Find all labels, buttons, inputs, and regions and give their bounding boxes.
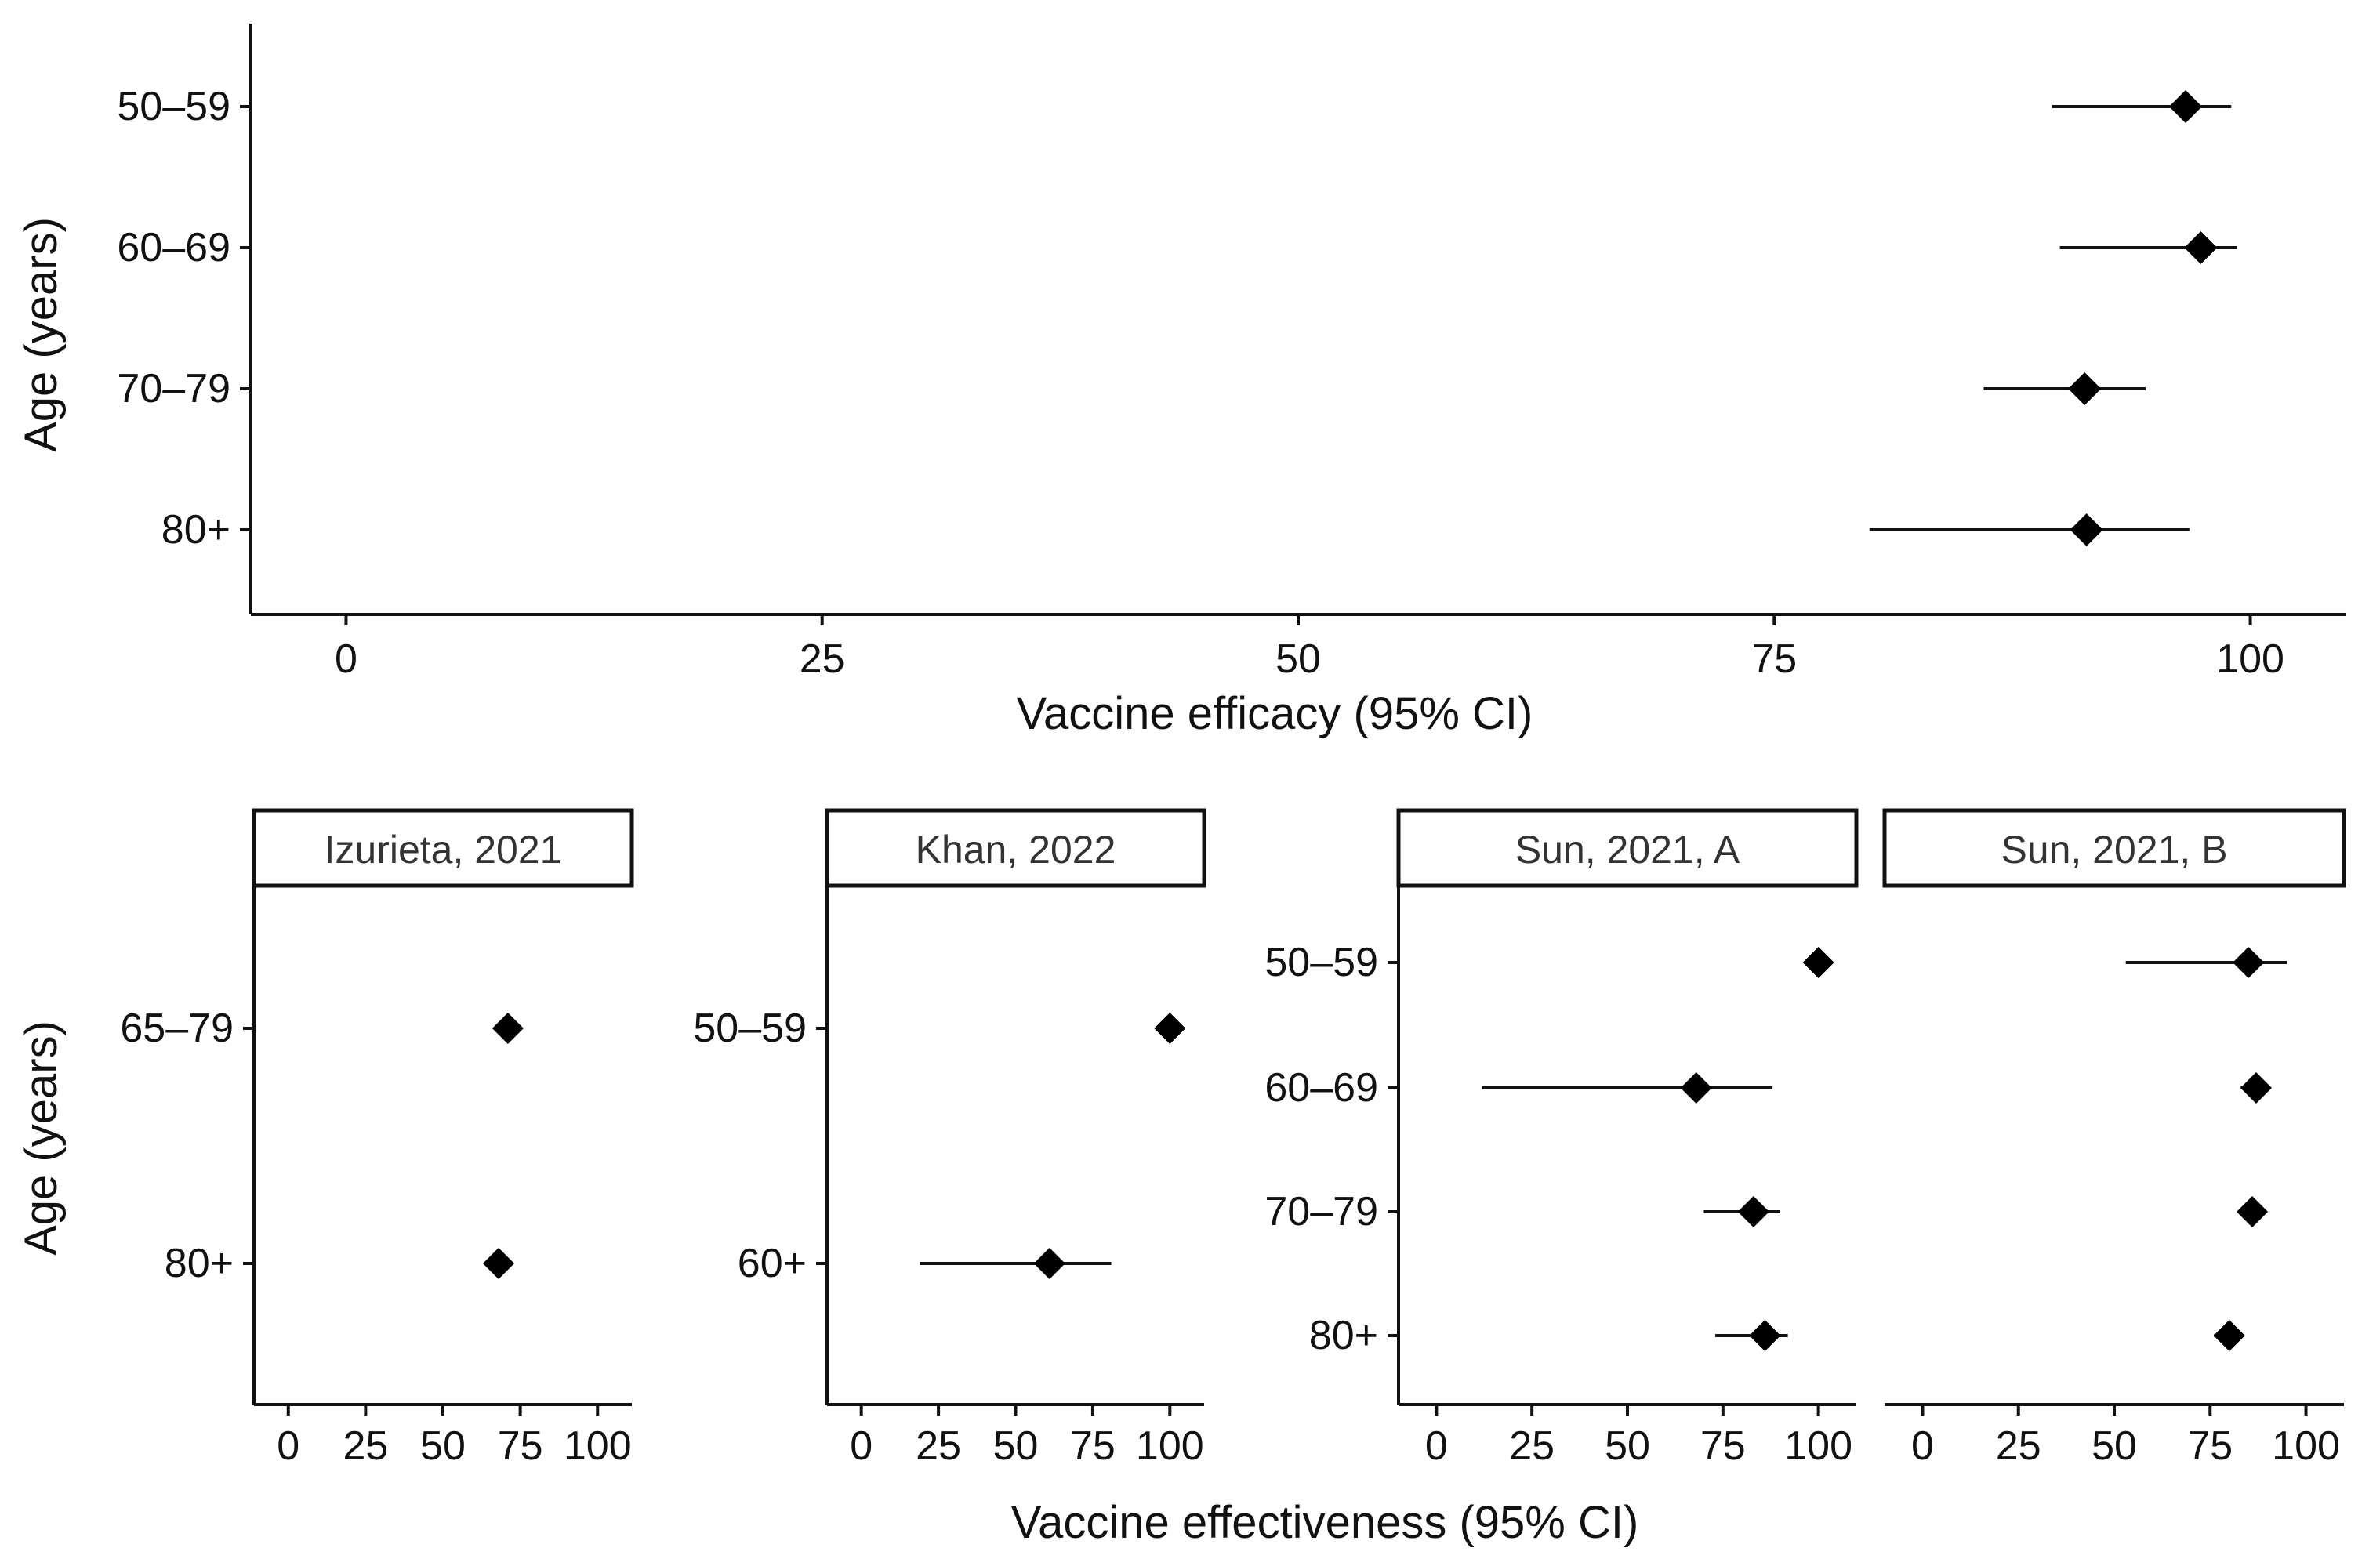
- effectiveness-x-tick-label: 0: [1911, 1423, 1934, 1469]
- effectiveness-point: [1033, 1248, 1065, 1279]
- effectiveness-y-tick-label: 50–59: [1264, 940, 1378, 985]
- effectiveness-x-tick-label: 100: [2272, 1423, 2340, 1469]
- effectiveness-point: [1154, 1013, 1186, 1044]
- effectiveness-y-tick-label: 80+: [165, 1241, 234, 1286]
- effectiveness-point: [2240, 1072, 2272, 1104]
- facet-strip: [825, 808, 1206, 888]
- facet-strip-label: Khan, 2022: [916, 828, 1116, 872]
- effectiveness-x-tick-label: 75: [2187, 1423, 2233, 1469]
- effectiveness-x-tick-label: 0: [1425, 1423, 1448, 1469]
- efficacy-point: [2070, 513, 2103, 546]
- effectiveness-x-tick-label: 100: [1136, 1423, 1204, 1469]
- efficacy-x-tick-label: 25: [800, 636, 845, 682]
- efficacy-y-tick-label: 50–59: [117, 84, 230, 129]
- effectiveness-panel-izurieta-2021: Izurieta, 2021 0 25 50 75 100 65–79 80+: [120, 808, 634, 1469]
- effectiveness-point: [1680, 1072, 1712, 1104]
- facet-strip-label: Sun, 2021, A: [1515, 828, 1740, 872]
- effectiveness-panel-sun-2021-b: Sun, 2021, B 0 25 50 75 100: [1882, 808, 2346, 1469]
- facet-strip-label: Sun, 2021, B: [2001, 828, 2227, 872]
- facet-strip: [1396, 808, 1859, 888]
- effectiveness-x-tick-label: 0: [850, 1423, 873, 1469]
- effectiveness-y-tick-label: 60+: [738, 1241, 807, 1286]
- effectiveness-y-tick-label: 80+: [1309, 1313, 1378, 1358]
- effectiveness-x-tick-label: 100: [564, 1423, 632, 1469]
- facet-strip-label: Izurieta, 2021: [325, 828, 562, 872]
- effectiveness-point: [1749, 1320, 1781, 1351]
- effectiveness-x-tick-label: 50: [420, 1423, 466, 1469]
- effectiveness-x-tick-label: 25: [1509, 1423, 1555, 1469]
- effectiveness-x-tick-label: 25: [343, 1423, 388, 1469]
- effectiveness-point: [2237, 1196, 2269, 1227]
- efficacy-point: [2068, 372, 2102, 405]
- effectiveness-y-tick-label: 60–69: [1264, 1065, 1378, 1111]
- effectiveness-point: [2233, 947, 2265, 978]
- efficacy-panel: 0 25 50 75 100 50–59 60–69 70–79 80+ Vaccine effi…: [16, 24, 2346, 739]
- efficacy-x-tick-label: 0: [335, 636, 357, 682]
- effectiveness-x-tick-label: 50: [993, 1423, 1039, 1469]
- efficacy-y-tick-label: 70–79: [117, 366, 230, 411]
- facet-strip: [1882, 808, 2346, 888]
- efficacy-x-tick-label: 50: [1275, 636, 1321, 682]
- facet-strip: [252, 808, 634, 888]
- effectiveness-y-tick-label: 50–59: [693, 1006, 807, 1051]
- effectiveness-x-axis-title: Vaccine effectiveness (95% CI): [1011, 1497, 1639, 1548]
- effectiveness-x-tick-label: 75: [1070, 1423, 1116, 1469]
- effectiveness-x-tick-label: 50: [1605, 1423, 1650, 1469]
- effectiveness-panel-sun-2021-a: Sun, 2021, A 0 25 50 75 100 50–59 60–69 70–79 80+: [1264, 808, 1859, 1469]
- effectiveness-x-tick-label: 100: [1784, 1423, 1852, 1469]
- efficacy-y-tick-label: 60–69: [117, 225, 230, 270]
- efficacy-x-axis-title: Vaccine efficacy (95% CI): [1017, 688, 1533, 739]
- effectiveness-point: [483, 1248, 515, 1279]
- effectiveness-y-tick-label: 65–79: [120, 1006, 234, 1051]
- efficacy-point: [2168, 90, 2202, 123]
- effectiveness-x-tick-label: 75: [498, 1423, 543, 1469]
- efficacy-y-tick-label: 80+: [161, 507, 230, 553]
- effectiveness-y-axis-title: Age (years): [16, 1020, 67, 1256]
- effectiveness-x-tick-label: 50: [2092, 1423, 2137, 1469]
- efficacy-y-axis-title: Age (years): [16, 217, 67, 452]
- effectiveness-x-tick-label: 0: [277, 1423, 299, 1469]
- effectiveness-point: [492, 1013, 524, 1044]
- efficacy-point: [2184, 231, 2218, 264]
- effectiveness-x-tick-label: 25: [1996, 1423, 2041, 1469]
- effectiveness-y-tick-label: 70–79: [1264, 1189, 1378, 1234]
- effectiveness-point: [2213, 1320, 2245, 1351]
- effectiveness-x-tick-label: 75: [1700, 1423, 1746, 1469]
- efficacy-x-tick-label: 75: [1751, 636, 1797, 682]
- effectiveness-point: [1737, 1196, 1769, 1227]
- effectiveness-x-tick-label: 25: [916, 1423, 961, 1469]
- efficacy-x-tick-label: 100: [2216, 636, 2284, 682]
- effectiveness-point: [1802, 947, 1834, 978]
- effectiveness-panel-khan-2022: Khan, 2022 0 25 50 75 100 50–59 60+: [693, 808, 1206, 1469]
